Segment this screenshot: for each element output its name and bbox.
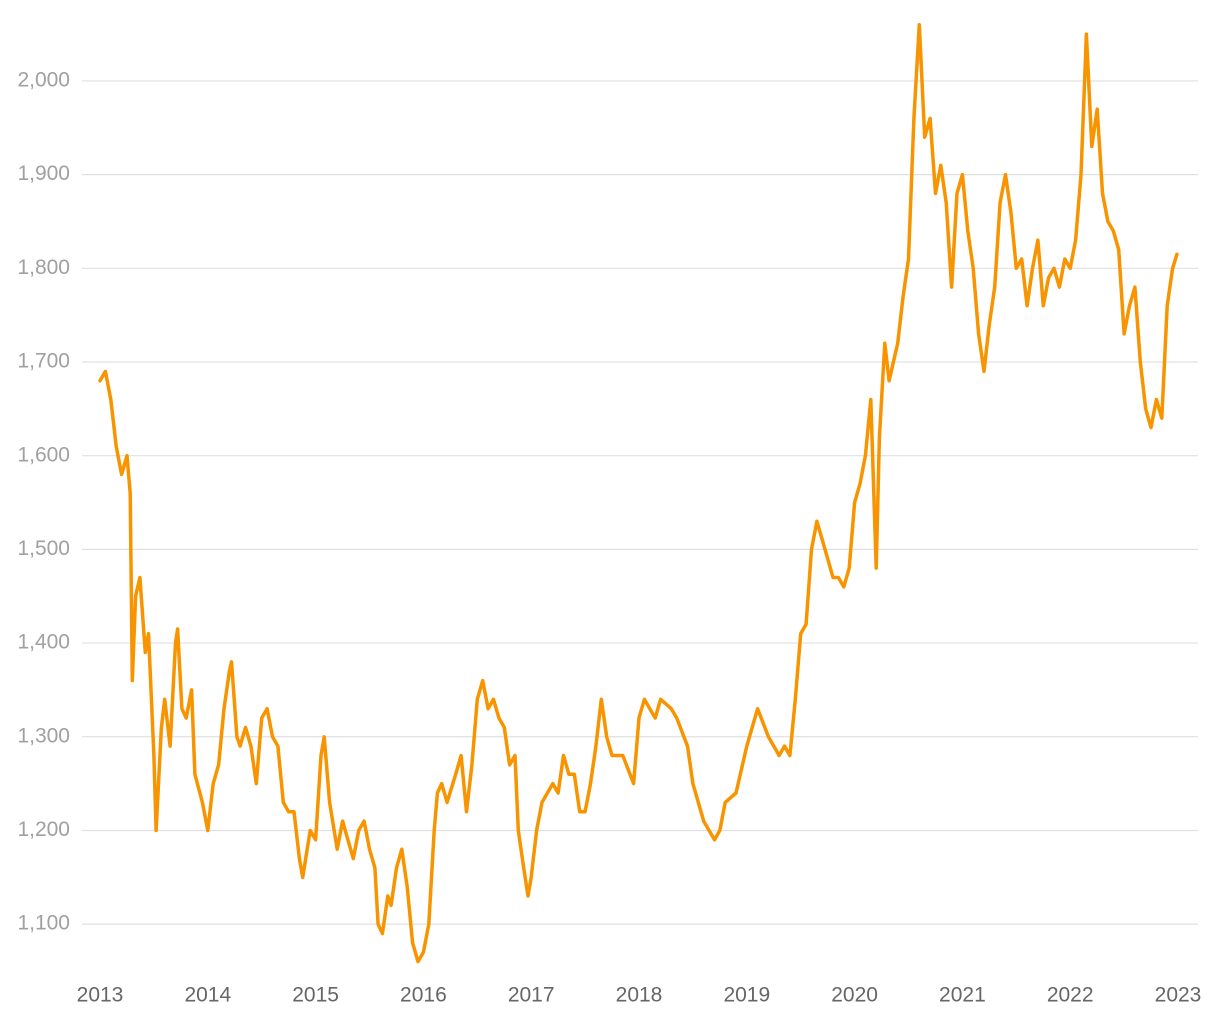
y-tick-label: 1,600 (17, 443, 70, 466)
y-tick-label: 1,400 (17, 631, 70, 654)
y-tick-label: 1,700 (17, 350, 70, 373)
y-tick-label: 1,800 (17, 256, 70, 279)
x-tick-label: 2017 (508, 984, 555, 1007)
x-tick-label: 2015 (292, 984, 339, 1007)
y-tick-label: 1,500 (17, 537, 70, 560)
y-tick-label: 1,900 (17, 162, 70, 185)
y-tick-label: 2,000 (17, 68, 70, 91)
x-tick-label: 2013 (77, 984, 124, 1007)
y-tick-label: 1,200 (17, 818, 70, 841)
price-line (98, 22, 1179, 964)
x-tick-label: 2022 (1047, 984, 1094, 1007)
x-tick-label: 2021 (939, 984, 986, 1007)
x-tick-label: 2023 (1155, 984, 1202, 1007)
x-tick-label: 2016 (400, 984, 447, 1007)
y-tick-label: 1,100 (17, 912, 70, 935)
y-tick-label: 1,300 (17, 724, 70, 747)
x-tick-label: 2014 (184, 984, 231, 1007)
x-tick-label: 2019 (723, 984, 770, 1007)
x-tick-label: 2018 (616, 984, 663, 1007)
x-tick-label: 2020 (831, 984, 878, 1007)
